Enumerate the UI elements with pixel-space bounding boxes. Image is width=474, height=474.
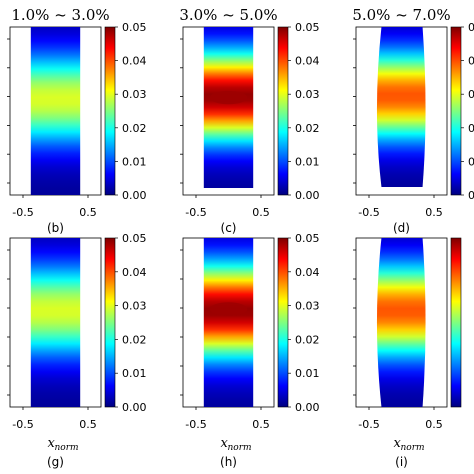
colorbar-tick-label: 0.02: [122, 333, 147, 346]
colorbar-tick-label: 0.05: [122, 21, 147, 34]
subplot-label: (g): [47, 455, 64, 469]
subplot-label: (d): [393, 221, 410, 235]
x-tick-label: -0.5: [12, 206, 33, 219]
panel-d: -0.5 0.5 0.00 0.01 0.02 0.03 0.04 0.05 5.0% ~ 7.…: [352, 6, 474, 235]
subplot-label: (i): [395, 455, 408, 469]
colorbar: [277, 237, 289, 408]
colorbar: [104, 26, 116, 196]
colorbar-tick-label: 0.02: [122, 122, 147, 135]
colorbar-tick-label: 0.03: [295, 88, 320, 101]
peak-core: [209, 90, 248, 105]
colorbar: [104, 237, 116, 408]
panel-c: -0.5 0.5 0.00 0.01 0.02 0.03 0.04 0.05 3.0% ~ 5.…: [179, 6, 319, 235]
panel-g: -0.5 0.5 0.00 0.01 0.02 0.03 0.04 0.05 x norm (g): [7, 232, 147, 469]
strain-field: [203, 27, 254, 188]
colorbar-tick-label: 0.03: [122, 88, 147, 101]
strain-field: [376, 238, 426, 407]
x-axis-label: x: [48, 436, 56, 451]
panel-h: -0.5 0.5 0.00 0.01 0.02 0.03 0.04 0.05 x norm (h): [180, 232, 320, 469]
subplot-label: (h): [220, 455, 237, 469]
x-tick-label: 0.5: [425, 418, 443, 431]
x-axis-label-subscript: norm: [401, 443, 425, 453]
strain-field: [30, 238, 81, 407]
x-axis-label-subscript: norm: [228, 443, 252, 453]
colorbar-tick-label: 0.01: [295, 155, 320, 168]
x-axis-label-subscript: norm: [55, 443, 79, 453]
colorbar-tick-label: 0.02: [468, 122, 474, 135]
colorbar-tick-label: 0.03: [468, 88, 474, 101]
colorbar-tick-label: 0.00: [122, 189, 147, 202]
colorbar-tick-label: 0.04: [468, 55, 474, 68]
colorbar-tick-label: 0.00: [295, 401, 320, 414]
colorbar: [450, 237, 462, 408]
x-tick-label: -0.5: [185, 206, 206, 219]
panel-i: -0.5 0.5 x norm (i): [353, 237, 462, 469]
strain-field: [203, 238, 254, 407]
colorbar-tick-label: 0.00: [468, 189, 474, 202]
colorbar-tick-label: 0.05: [122, 232, 147, 245]
colorbar-tick-label: 0.01: [295, 367, 320, 380]
colorbar-tick-label: 0.02: [295, 122, 320, 135]
x-tick-label: 0.5: [252, 206, 270, 219]
panel-title: 3.0% ~ 5.0%: [179, 6, 277, 24]
colorbar-tick-label: 0.04: [295, 55, 320, 68]
panel-b: -0.5 0.5 0.00 0.01 0.02 0.03 0.04 0.05 1.0% ~ 3.…: [7, 6, 147, 235]
x-tick-label: 0.5: [252, 418, 270, 431]
colorbar-tick-label: 0.03: [295, 300, 320, 313]
colorbar-tick-label: 0.01: [122, 367, 147, 380]
colorbar-tick-label: 0.03: [122, 300, 147, 313]
x-tick-label: -0.5: [358, 418, 379, 431]
strain-field: [376, 27, 426, 187]
colorbar-tick-label: 0.04: [295, 266, 320, 279]
subplot-label: (c): [221, 221, 237, 235]
x-axis-label: x: [221, 436, 229, 451]
colorbar-tick-label: 0.01: [122, 155, 147, 168]
colorbar-tick-label: 0.00: [295, 189, 320, 202]
colorbar-tick-label: 0.05: [468, 21, 474, 34]
colorbar: [450, 26, 462, 196]
x-tick-label: -0.5: [185, 418, 206, 431]
x-tick-label: 0.5: [425, 206, 443, 219]
x-tick-label: -0.5: [12, 418, 33, 431]
x-axis-label: x: [394, 436, 402, 451]
x-tick-label: -0.5: [358, 206, 379, 219]
peak-core: [209, 302, 248, 316]
colorbar-tick-label: 0.00: [122, 401, 147, 414]
colorbar-tick-label: 0.05: [295, 21, 320, 34]
colorbar-tick-label: 0.04: [122, 55, 147, 68]
colorbar-tick-label: 0.05: [295, 232, 320, 245]
colorbar: [277, 26, 289, 196]
colorbar-tick-label: 0.02: [295, 333, 320, 346]
colorbar-tick-label: 0.01: [468, 155, 474, 168]
panel-title: 1.0% ~ 3.0%: [11, 6, 109, 24]
strain-field: [30, 27, 81, 195]
panel-title: 5.0% ~ 7.0%: [352, 6, 450, 24]
x-tick-label: 0.5: [79, 206, 97, 219]
colorbar-tick-label: 0.04: [122, 266, 147, 279]
subplot-label: (b): [47, 221, 64, 235]
x-tick-label: 0.5: [79, 418, 97, 431]
